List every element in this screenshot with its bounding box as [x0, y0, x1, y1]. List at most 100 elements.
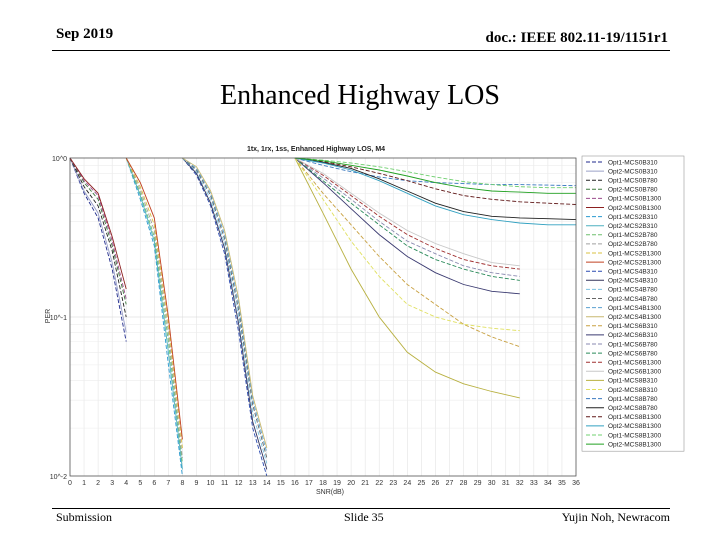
- x-tick-label: 17: [305, 480, 313, 487]
- x-tick-label: 18: [319, 480, 327, 487]
- legend-entry: Opt2-MCS0B310: [608, 168, 658, 175]
- legend-entry: Opt2-MCS4B780: [608, 296, 658, 303]
- x-axis-ticks: 0 1 2 3 4 5 6 7 8 9 10 11 12 13 14 15 16 17 18 19 20 21 22 23 24…: [68, 480, 580, 487]
- series-line-16: [182, 157, 268, 459]
- chart-grid: [69, 158, 577, 477]
- series-line-26: [294, 157, 520, 332]
- y-axis-ticks: 10^0 10^-1 10^-2: [50, 156, 67, 481]
- series-line-19: [294, 157, 520, 348]
- x-tick-label: 7: [166, 480, 170, 487]
- x-tick-label: 8: [180, 480, 184, 487]
- series-line-6: [69, 157, 127, 290]
- series-line-31: [294, 157, 576, 189]
- x-tick-label: 12: [235, 480, 243, 487]
- legend-entry: Opt2-MCS4B310: [608, 278, 658, 285]
- series-line-5: [69, 157, 127, 300]
- x-tick-label: 15: [277, 480, 285, 487]
- x-tick-label: 10: [207, 480, 215, 487]
- legend-box: [581, 155, 685, 452]
- x-tick-label: 35: [558, 480, 566, 487]
- legend-entry: Opt1-MCS8B780: [608, 396, 658, 403]
- x-tick-label: 27: [446, 480, 454, 487]
- series-line-29: [294, 157, 577, 205]
- x-tick-label: 5: [138, 480, 142, 487]
- legend-entry: Opt1-MCS8B1300: [608, 414, 661, 421]
- legend-entry: Opt1-MCS4B780: [608, 287, 658, 294]
- legend-entry: Opt1-MCS2B310: [608, 214, 658, 221]
- series-line-2: [69, 157, 127, 333]
- legend-entry: Opt2-MCS8B1300: [608, 423, 661, 430]
- header-divider: [52, 50, 670, 51]
- chart-title: 1tx, 1rx, 1ss, Enhanced Highway LOS, M4: [247, 146, 385, 153]
- x-tick-label: 24: [403, 480, 411, 487]
- series-line-13: [182, 157, 268, 477]
- x-tick-label: 32: [516, 480, 524, 487]
- footer-author: Yujin Noh, Newracom: [561, 510, 670, 524]
- legend-entry: Opt2-MCS8B1300: [608, 441, 661, 448]
- series-line-4: [69, 157, 127, 305]
- legend-entry: Opt2-MCS2B780: [608, 241, 658, 248]
- chart-legend: Opt1-MCS0B310 Opt2-MCS0B310 Opt1-MCS0B780 O…: [581, 155, 685, 452]
- series-line-27: [294, 157, 577, 187]
- legend-entry: Opt2-MCS0B1300: [608, 205, 661, 212]
- x-tick-label: 33: [530, 480, 538, 487]
- x-tick-label: 9: [195, 480, 199, 487]
- series-line-25: [294, 157, 520, 399]
- slide-title: Enhanced Highway LOS: [220, 80, 500, 111]
- series-line-12: [125, 157, 183, 440]
- legend-entry: Opt2-MCS2B310: [608, 223, 658, 230]
- x-tick-label: 23: [389, 480, 397, 487]
- legend-entry: Opt1-MCS2B780: [608, 232, 658, 239]
- x-tick-label: 30: [488, 480, 496, 487]
- y-axis-label: PER: [45, 309, 52, 323]
- x-tick-label: 26: [432, 480, 440, 487]
- legend-entry: Opt1-MCS4B310: [608, 269, 658, 276]
- legend-entry: Opt2-MCS4B1300: [608, 314, 661, 321]
- series-line-7: [125, 157, 183, 477]
- x-tick-label: 16: [291, 480, 299, 487]
- x-tick-label: 13: [249, 480, 257, 487]
- series-line-32: [294, 157, 576, 194]
- series-line-23: [294, 157, 520, 270]
- x-tick-label: 36: [572, 480, 580, 487]
- series-line-21: [294, 157, 520, 277]
- x-tick-label: 1: [82, 480, 86, 487]
- series-line-14: [182, 157, 268, 470]
- x-tick-label: 28: [460, 480, 468, 487]
- x-tick-label: 11: [221, 480, 228, 487]
- x-tick-label: 14: [263, 480, 271, 487]
- footer-submission: Submission: [56, 510, 113, 524]
- x-tick-label: 22: [375, 480, 383, 487]
- header-doc-id: doc.: IEEE 802.11-19/1151r1: [485, 30, 668, 46]
- series-line-3: [69, 157, 127, 318]
- footer-divider: [52, 508, 670, 509]
- series-line-15: [182, 157, 268, 464]
- legend-entry: Opt2-MCS6B310: [608, 332, 658, 339]
- series-line-22: [294, 157, 520, 281]
- series-line-28: [294, 157, 577, 221]
- x-axis-label: SNR(dB): [316, 489, 344, 496]
- series-line-18: [182, 157, 268, 449]
- legend-entry: Opt2-MCS6B1300: [608, 369, 661, 376]
- series-line-20: [294, 157, 520, 295]
- legend-entry: Opt2-MCS6B780: [608, 350, 658, 357]
- series-line-24: [294, 157, 520, 267]
- legend-entry: Opt2-MCS8B310: [608, 387, 658, 394]
- x-tick-label: 25: [417, 480, 425, 487]
- legend-entry: Opt1-MCS2B1300: [608, 250, 661, 257]
- series-line-1: [69, 157, 127, 342]
- legend-entry: Opt2-MCS2B1300: [608, 259, 661, 266]
- legend-entry: Opt1-MCS6B310: [608, 323, 658, 330]
- legend-entry: Opt2-MCS8B780: [608, 405, 658, 412]
- header-date: Sep 2019: [56, 26, 114, 42]
- legend-entry: Opt1-MCS0B780: [608, 178, 658, 185]
- x-tick-label: 34: [544, 480, 552, 487]
- legend-entry: Opt2-MCS0B780: [608, 187, 658, 194]
- legend-entry: Opt1-MCS8B1300: [608, 432, 661, 439]
- legend-entry: Opt1-MCS0B310: [608, 159, 658, 166]
- series-line-9: [125, 157, 183, 464]
- chart-series-layer: [69, 157, 577, 477]
- x-tick-label: 0: [68, 480, 72, 487]
- x-tick-label: 4: [124, 480, 128, 487]
- per-chart: 1tx, 1rx, 1ss, Enhanced Highway LOS, M4 …: [40, 140, 690, 500]
